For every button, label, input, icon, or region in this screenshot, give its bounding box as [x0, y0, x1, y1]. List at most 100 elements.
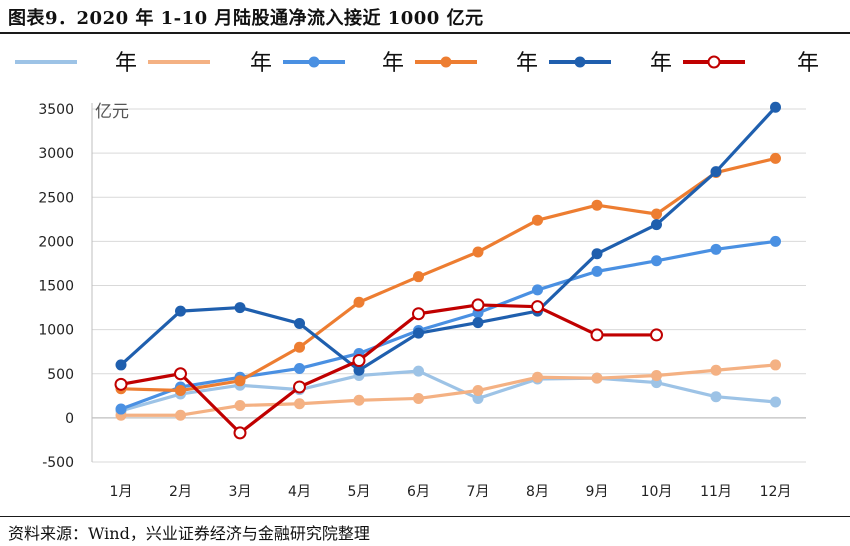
x-tick-label: 7月	[467, 484, 490, 500]
data-point	[353, 394, 365, 406]
data-point	[412, 307, 425, 321]
data-point	[471, 298, 485, 312]
x-tick-label: 11月	[700, 484, 732, 500]
legend-label-last: 年	[797, 51, 819, 76]
source-rule	[0, 516, 850, 517]
data-point	[234, 302, 246, 314]
data-point	[413, 327, 424, 339]
data-point	[353, 364, 365, 376]
data-point	[234, 375, 246, 387]
series-3	[115, 235, 781, 415]
legend-item-4: 年	[382, 51, 477, 76]
data-point	[710, 391, 722, 403]
x-tick-label: 9月	[586, 484, 609, 500]
data-point	[770, 101, 781, 113]
y-tick-label: 0	[65, 411, 74, 427]
title-rule	[0, 32, 850, 34]
series-4	[115, 152, 781, 397]
data-point	[650, 328, 663, 342]
data-point	[710, 243, 722, 255]
data-point	[770, 152, 781, 164]
legend-swatch-marker	[440, 56, 452, 68]
data-point	[472, 385, 484, 397]
data-point	[294, 362, 305, 374]
series-6	[114, 298, 663, 440]
data-point	[651, 255, 662, 267]
series-layer	[114, 101, 781, 440]
legend: 年年年年年年	[15, 51, 819, 76]
data-point	[770, 396, 781, 408]
data-point	[472, 246, 484, 258]
x-tick-label: 3月	[229, 484, 252, 500]
data-point	[175, 305, 186, 317]
y-tick-label: -500	[42, 455, 74, 471]
line-chart: 年 年 年 年 年 年 -500 0 500 1000 1500 2000 2500 3000 3500 亿…	[15, 51, 819, 500]
series-line	[120, 369, 776, 413]
legend-label: 年	[250, 51, 272, 76]
data-point	[294, 398, 305, 410]
axes: -500 0 500 1000 1500 2000 2500 3000 3500 亿元 1月 2月 3月…	[38, 102, 806, 500]
y-tick-label: 1000	[38, 323, 74, 339]
legend-label: 年	[650, 51, 672, 76]
data-point	[710, 364, 722, 376]
y-tick-label: 3000	[38, 146, 74, 162]
chart-title: 图表9．2020 年 1-10 月陆股通净流入接近 1000 亿元	[8, 8, 484, 29]
x-tick-label: 6月	[407, 484, 430, 500]
data-point	[710, 166, 722, 178]
data-point	[175, 385, 186, 397]
data-point	[591, 199, 603, 211]
data-point	[294, 341, 305, 353]
data-point	[472, 392, 484, 404]
data-point	[770, 359, 781, 371]
x-tick-label: 8月	[526, 484, 549, 500]
series-line	[119, 106, 777, 372]
series-line	[120, 156, 776, 393]
data-point	[234, 400, 246, 412]
x-tick-label: 12月	[760, 484, 792, 500]
x-tick-label: 2月	[169, 484, 192, 500]
data-point	[472, 317, 484, 329]
x-tick-label: 4月	[288, 484, 311, 500]
legend-label: 年	[516, 51, 538, 76]
data-point	[413, 392, 424, 404]
grid	[92, 108, 806, 463]
data-point	[353, 296, 365, 308]
data-point	[115, 403, 127, 415]
legend-label: 年	[382, 51, 404, 76]
data-point	[590, 328, 604, 342]
data-point	[651, 208, 662, 220]
series-line	[121, 363, 776, 417]
legend-swatch-marker	[574, 56, 586, 68]
data-point	[413, 365, 424, 377]
legend-swatch-marker	[308, 56, 320, 68]
series-5	[115, 101, 781, 376]
y-unit-label: 亿元	[95, 102, 129, 122]
series-line	[120, 303, 657, 435]
data-point	[413, 271, 424, 283]
data-point	[174, 367, 187, 381]
data-point	[233, 426, 247, 440]
data-point	[531, 300, 544, 314]
legend-swatch-marker	[707, 55, 721, 69]
data-point	[651, 219, 662, 231]
data-point	[532, 371, 543, 383]
y-tick-label: 1500	[38, 279, 74, 295]
series-line	[120, 239, 776, 411]
y-tick-label: 3500	[38, 102, 74, 118]
x-tick-label: 1月	[110, 484, 133, 500]
data-point	[352, 354, 366, 368]
legend-item-5: 年	[516, 51, 611, 76]
data-point	[294, 317, 305, 329]
legend-item-3: 年	[250, 51, 345, 76]
data-point	[591, 248, 603, 260]
data-point	[114, 377, 128, 391]
data-point	[115, 359, 127, 371]
legend-item-2: 年	[115, 51, 210, 76]
x-tick-label: 10月	[641, 484, 673, 500]
y-tick-label: 500	[47, 367, 74, 383]
data-point	[532, 284, 543, 296]
y-tick-label: 2000	[38, 234, 74, 250]
x-tick-label: 5月	[348, 484, 371, 500]
data-point	[175, 409, 186, 421]
data-point	[293, 380, 306, 394]
